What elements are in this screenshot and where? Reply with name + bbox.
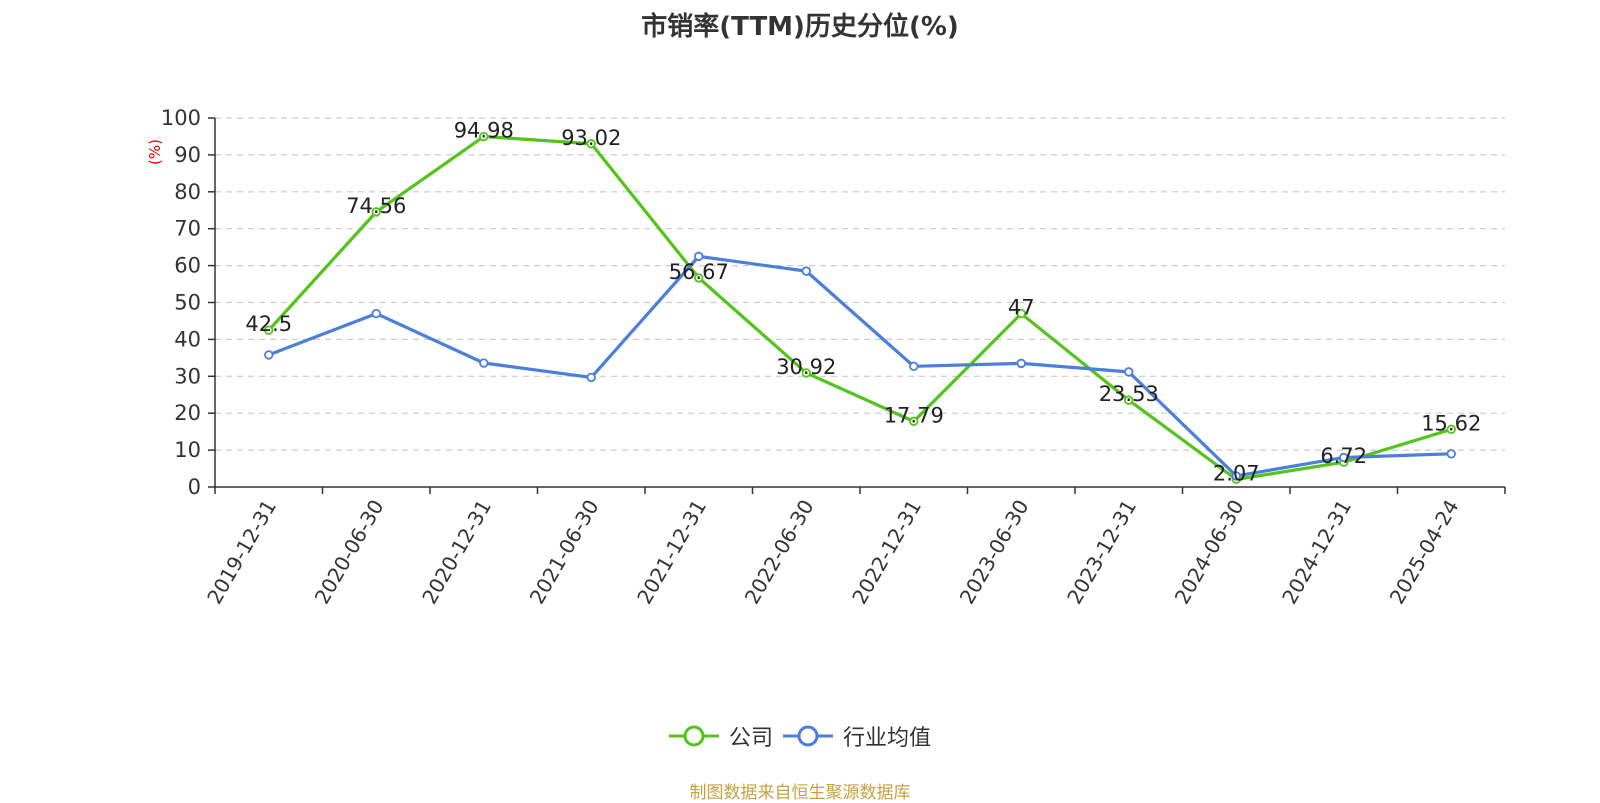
data-point	[371, 308, 381, 319]
x-tick-label: 2019-12-31	[202, 496, 281, 609]
y-tick-label: 60	[174, 254, 201, 278]
y-tick-label: 20	[174, 401, 201, 425]
x-tick-label: 2024-06-30	[1170, 496, 1249, 609]
legend-industry-line-circle-icon	[783, 725, 833, 747]
grid-lines	[215, 117, 1505, 451]
x-tick-label: 2025-04-24	[1385, 496, 1464, 609]
y-tick-label: 30	[174, 364, 201, 388]
y-tick-label: 50	[174, 291, 201, 315]
data-point	[694, 251, 704, 262]
data-point	[479, 358, 489, 368]
data-point	[694, 273, 704, 283]
data-label: 56.67	[669, 260, 729, 284]
data-point	[264, 350, 274, 360]
data-point	[479, 131, 489, 142]
legend-label-industry: 行业均值	[843, 726, 932, 751]
data-label: 2.07	[1213, 461, 1260, 485]
series-lines	[264, 131, 1456, 485]
data-point	[1124, 395, 1134, 405]
data-point	[1124, 367, 1134, 377]
data-label: 94.98	[454, 119, 514, 143]
x-tick-label: 2023-06-30	[955, 496, 1034, 609]
y-tick-label: 0	[188, 475, 201, 499]
data-point	[264, 325, 274, 335]
data-label: 30.92	[776, 355, 836, 379]
data-point	[801, 368, 811, 378]
data-point	[1339, 452, 1349, 463]
x-tick-label: 2023-12-31	[1062, 496, 1141, 609]
y-tick-label: 40	[174, 327, 201, 351]
data-point	[586, 372, 596, 383]
data-point	[1016, 358, 1026, 369]
data-label: 93.02	[561, 126, 621, 150]
data-point	[1446, 424, 1456, 435]
data-point	[1016, 308, 1026, 319]
data-label: 47	[1008, 296, 1035, 320]
legend-item-company[interactable]: 公司	[668, 720, 773, 752]
legend-item-industry[interactable]: 行业均值	[783, 720, 931, 752]
line-chart: 0 10 20 30 40 50 60 70 80 90 100 (%) 2019-12-31 2020-…	[146, 106, 1506, 609]
legend-company-line-circle-icon	[668, 725, 719, 747]
legend-label-company: 公司	[728, 726, 773, 751]
x-tick-label: 2021-12-31	[632, 496, 711, 609]
data-labels: 42.5 74.56 94.98 93.02 56.67 30.92 17.79 47 23.5…	[245, 119, 1481, 486]
series-line-0	[267, 134, 1452, 481]
y-tick-label: 80	[174, 180, 201, 204]
data-point	[909, 416, 919, 427]
data-label: 15.62	[1421, 411, 1481, 435]
x-tick-label: 2020-06-30	[310, 496, 389, 609]
y-tick-label: 10	[174, 438, 201, 462]
data-point	[586, 139, 596, 149]
data-point	[1231, 471, 1241, 481]
data-point	[909, 361, 919, 372]
data-label: 42.5	[245, 312, 292, 336]
x-tick-label: 2020-12-31	[417, 496, 496, 609]
y-axis-label: (%)	[146, 139, 164, 165]
x-tick-label: 2022-06-30	[740, 496, 819, 609]
data-label: 74.56	[346, 194, 406, 218]
data-point	[801, 266, 811, 276]
data-source-note: 制图数据来自恒生聚源数据库	[689, 783, 911, 803]
data-point	[371, 207, 381, 217]
legend: 公司 行业均值	[0, 720, 1600, 752]
x-tick-label: 2024-12-31	[1277, 496, 1356, 609]
y-tick-label: 90	[174, 143, 201, 167]
data-label: 23.53	[1099, 382, 1159, 406]
y-tick-label: 70	[174, 217, 201, 241]
y-tick-label: 100	[161, 106, 201, 130]
data-label: 17.79	[884, 403, 944, 427]
x-tick-label: 2022-12-31	[847, 496, 926, 609]
series-line-1	[268, 254, 1452, 478]
data-label: 6.72	[1320, 444, 1367, 468]
data-point	[1446, 449, 1456, 459]
x-tick-label: 2021-06-30	[525, 496, 604, 609]
chart-title: 市销率(TTM)历史分位(%)	[641, 12, 959, 42]
